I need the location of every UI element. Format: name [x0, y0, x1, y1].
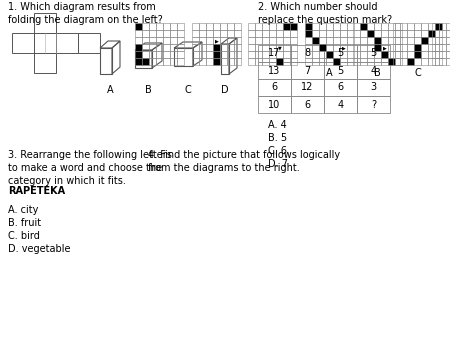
Text: ▼: ▼ [278, 45, 281, 50]
Text: 2. Which number should
replace the question mark?: 2. Which number should replace the quest… [258, 2, 392, 25]
Text: C. bird: C. bird [8, 231, 40, 241]
Text: B: B [144, 85, 151, 95]
Text: 5: 5 [338, 66, 344, 75]
Text: 6: 6 [271, 82, 278, 93]
Polygon shape [135, 58, 142, 65]
Text: C. 6: C. 6 [268, 146, 287, 156]
Text: D. 7: D. 7 [268, 159, 288, 169]
Polygon shape [290, 23, 297, 30]
Polygon shape [213, 51, 220, 58]
Text: A: A [326, 68, 333, 78]
Text: A: A [107, 85, 113, 95]
Polygon shape [421, 37, 428, 44]
Text: ▶: ▶ [382, 45, 387, 50]
Polygon shape [374, 37, 381, 44]
Text: ▶: ▶ [215, 38, 218, 43]
Text: 1. Which diagram results from
folding the diagram on the left?: 1. Which diagram results from folding th… [8, 2, 163, 25]
Polygon shape [213, 44, 220, 51]
Text: D. vegetable: D. vegetable [8, 244, 71, 254]
Polygon shape [135, 44, 142, 51]
Text: ▶: ▶ [342, 45, 346, 50]
Text: 5: 5 [370, 48, 377, 58]
Text: 3: 3 [370, 82, 377, 93]
Text: 17: 17 [268, 48, 281, 58]
Polygon shape [276, 58, 283, 65]
Polygon shape [319, 44, 326, 51]
Polygon shape [213, 58, 220, 65]
Text: 8: 8 [305, 48, 310, 58]
Text: 6: 6 [305, 99, 310, 110]
Text: 13: 13 [268, 66, 281, 75]
Text: 10: 10 [268, 99, 281, 110]
Polygon shape [135, 51, 142, 58]
Text: 4. Find the picture that follows logically
from the diagrams to the right.: 4. Find the picture that follows logical… [148, 150, 340, 173]
Text: 7: 7 [304, 66, 310, 75]
Text: A. 4: A. 4 [268, 120, 287, 130]
Text: RAPETEKA: RAPETEKA [8, 186, 65, 196]
Text: 6: 6 [338, 82, 343, 93]
Text: C: C [414, 68, 421, 78]
Text: 4: 4 [338, 99, 343, 110]
Polygon shape [388, 58, 395, 65]
Text: 5: 5 [338, 48, 344, 58]
Polygon shape [326, 51, 333, 58]
Polygon shape [360, 23, 367, 30]
Text: D: D [221, 85, 229, 95]
Polygon shape [305, 30, 312, 37]
Polygon shape [142, 58, 149, 65]
Text: 4: 4 [370, 66, 377, 75]
Polygon shape [312, 37, 319, 44]
Text: B. 5: B. 5 [268, 133, 287, 143]
Text: 12: 12 [302, 82, 314, 93]
Text: ▼: ▼ [416, 52, 419, 57]
Text: ?: ? [371, 99, 376, 110]
Polygon shape [414, 44, 421, 51]
Polygon shape [283, 23, 290, 30]
Polygon shape [135, 23, 142, 30]
Polygon shape [333, 58, 340, 65]
Text: ▲: ▲ [137, 24, 140, 29]
Polygon shape [414, 51, 421, 58]
Text: B: B [374, 68, 381, 78]
Polygon shape [381, 51, 388, 58]
Text: 3. Rearrange the following letters
to make a word and choose the
category in whi: 3. Rearrange the following letters to ma… [8, 150, 172, 186]
Polygon shape [435, 23, 442, 30]
Polygon shape [305, 23, 312, 30]
Polygon shape [428, 30, 435, 37]
Text: B. fruit: B. fruit [8, 218, 41, 228]
Polygon shape [374, 44, 381, 51]
Text: C: C [184, 85, 191, 95]
Polygon shape [407, 58, 414, 65]
Text: A. city: A. city [8, 205, 38, 215]
Polygon shape [367, 30, 374, 37]
